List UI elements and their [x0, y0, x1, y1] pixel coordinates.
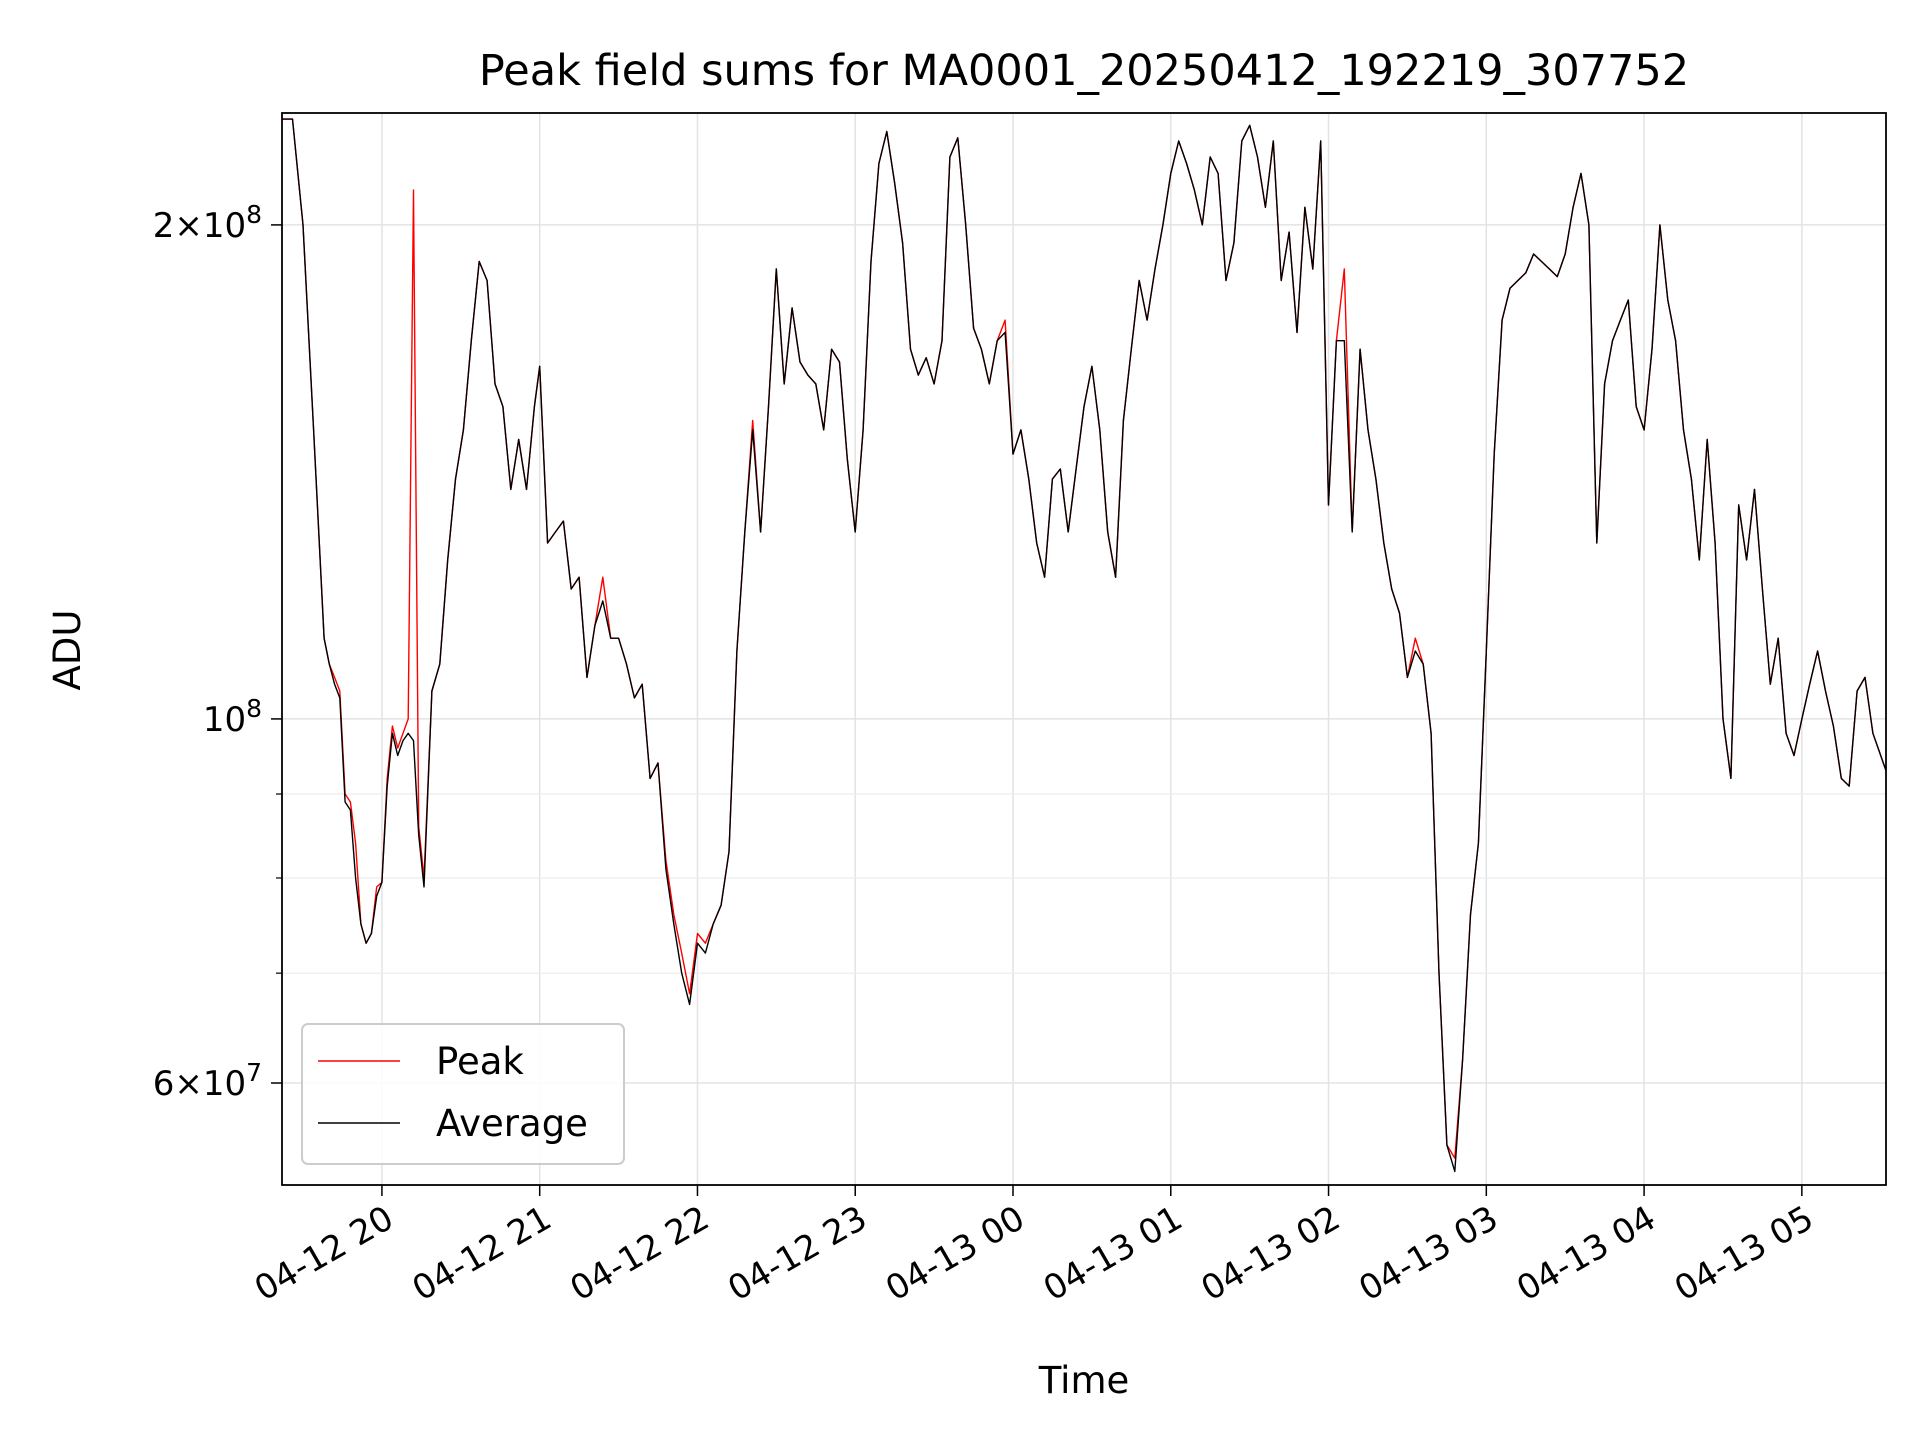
- plot-frame: [281, 112, 1887, 1186]
- x-axis-label: Time: [1038, 1359, 1130, 1402]
- y-axis-label: ADU: [46, 610, 89, 691]
- y-tick-label: 2×108: [153, 200, 262, 246]
- legend-peak-label: Peak: [436, 1040, 524, 1083]
- legend: Peak Average: [301, 1023, 625, 1165]
- legend-box: [301, 1023, 625, 1165]
- series-line-average: [282, 118, 1886, 1173]
- y-tick-label: 6×107: [153, 1058, 262, 1104]
- legend-average-label: Average: [436, 1102, 588, 1145]
- series-layer: [282, 118, 1886, 1173]
- grid: [282, 113, 1886, 1185]
- chart-title: Peak field sums for MA0001_20250412_1922…: [479, 46, 1689, 96]
- y-tick-label: 108: [203, 694, 262, 740]
